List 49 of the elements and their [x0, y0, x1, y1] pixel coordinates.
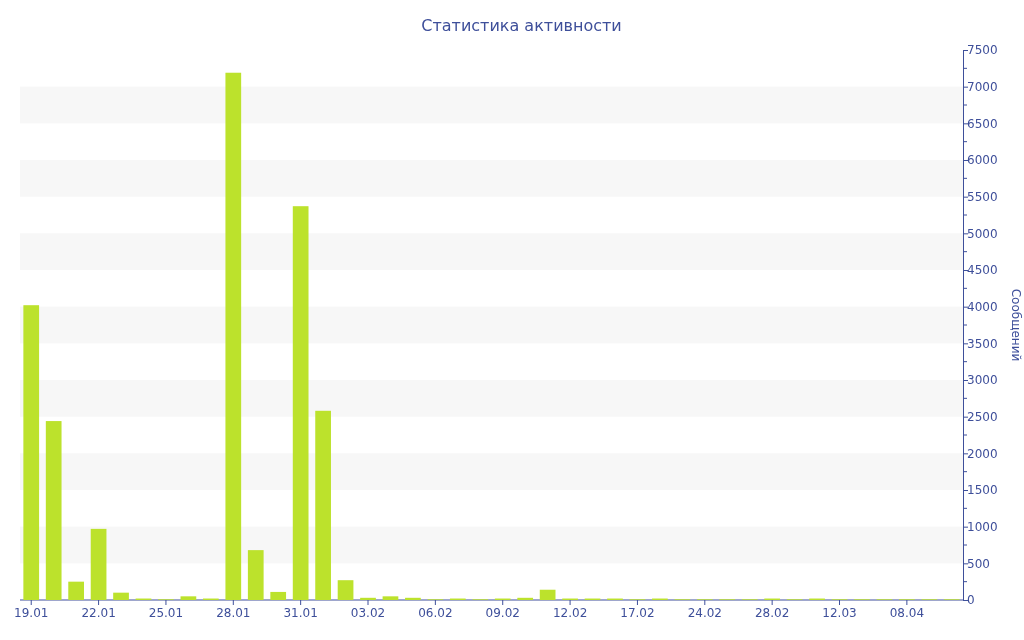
y2-tick-label: 3000 [967, 373, 998, 388]
bar [270, 591, 287, 600]
y2-tick-label: 500 [967, 556, 990, 571]
x-tick-label: 22.01 [81, 605, 116, 620]
y2-tick-label: 1500 [967, 483, 998, 498]
x-tick-label: 03.02 [350, 605, 386, 620]
y2-tick-label: 5000 [967, 226, 998, 241]
y2-tick-label: 5500 [967, 190, 998, 205]
y2-tick-label: 4500 [967, 263, 998, 278]
x-tick-label: 17.02 [620, 605, 655, 620]
x-tick-label: 19.01 [14, 605, 49, 620]
x-tick-label: 24.02 [687, 605, 722, 620]
bar [247, 550, 264, 600]
bar [337, 580, 354, 600]
x-tick-label: 06.02 [418, 605, 453, 620]
y2-axis-title: Сообщений [1009, 288, 1023, 362]
bar [360, 597, 376, 600]
bar [180, 596, 197, 600]
bar [45, 421, 62, 600]
y2-tick-label: 3500 [967, 336, 998, 351]
x-tick-label: 09.02 [485, 605, 520, 620]
y2-tick-label: 2500 [967, 410, 998, 425]
x-tick-label: 12.03 [822, 605, 857, 620]
y2-tick-label: 6000 [967, 153, 998, 168]
bar [225, 72, 242, 600]
y2-tick-label: 7500 [967, 43, 998, 58]
bar [315, 410, 331, 600]
bar [539, 589, 556, 600]
y2-tick-label: 7000 [967, 80, 998, 95]
y2-tick-label: 2000 [967, 446, 998, 461]
bar [292, 206, 309, 600]
bar [517, 597, 534, 600]
bar [90, 528, 107, 600]
x-tick-label: 28.01 [216, 605, 251, 620]
x-tick-label: 28.02 [754, 605, 790, 620]
bar [405, 597, 421, 600]
y2-tick-label: 4000 [967, 300, 998, 315]
x-tick-label: 08.04 [889, 605, 925, 620]
bar [23, 305, 40, 600]
x-tick-label: 31.01 [283, 605, 318, 620]
y2-tick-label: 1000 [967, 520, 998, 535]
x-tick-label: 12.02 [552, 605, 588, 620]
chart-title: Статистика активности [421, 16, 622, 35]
bar [382, 596, 399, 600]
x-tick-label: 25.01 [148, 605, 184, 620]
bar [113, 592, 129, 600]
y2-tick-label: 6500 [967, 116, 998, 131]
y2-tick-label: 0 [967, 593, 975, 608]
bar [68, 581, 84, 600]
